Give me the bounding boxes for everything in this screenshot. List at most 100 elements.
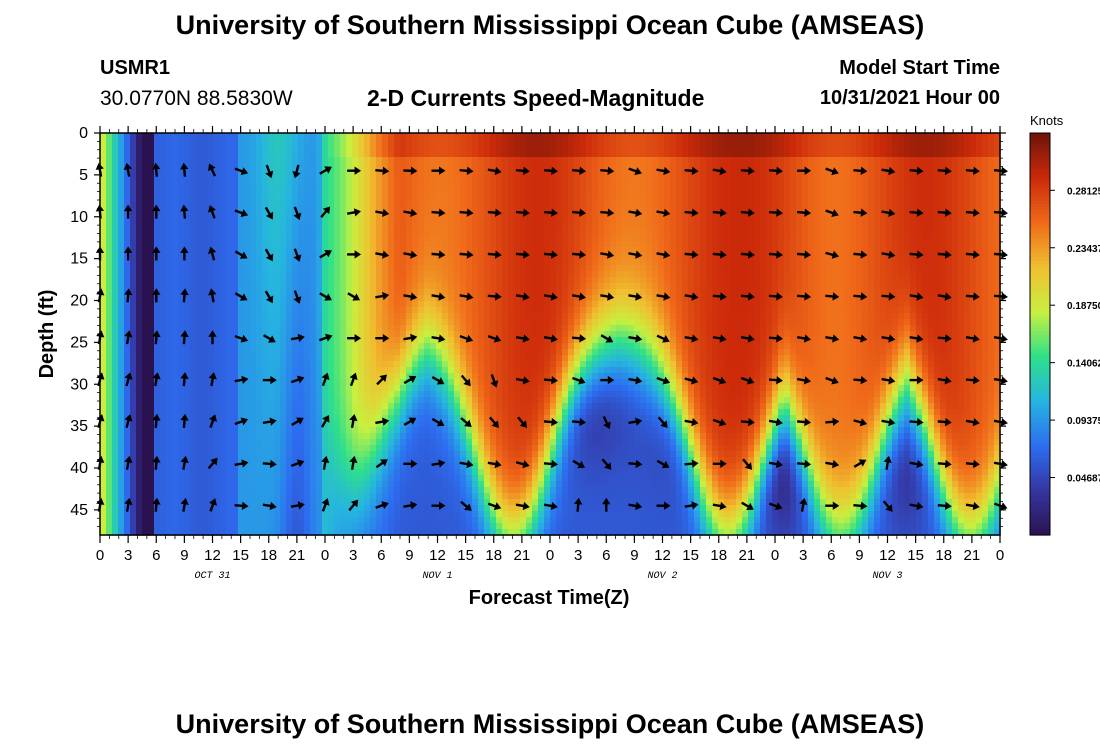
current-arrow xyxy=(515,501,530,511)
current-arrow xyxy=(853,166,868,176)
current-arrow xyxy=(262,459,277,469)
current-arrow xyxy=(684,418,699,427)
day-label: OCT 31 xyxy=(194,571,230,582)
chart-subtitle: 2-D Currents Speed-Magnitude xyxy=(367,85,705,111)
current-arrow xyxy=(264,290,274,304)
current-arrow xyxy=(290,459,305,468)
current-arrow xyxy=(431,459,446,468)
current-arrow xyxy=(515,376,530,385)
current-arrow xyxy=(431,501,446,510)
current-arrow xyxy=(937,334,952,343)
current-arrow xyxy=(262,417,277,426)
current-arrow xyxy=(740,334,755,343)
current-arrow xyxy=(208,330,217,345)
current-arrow xyxy=(403,417,417,426)
current-arrow xyxy=(375,334,390,343)
current-arrow xyxy=(881,292,896,301)
current-arrow xyxy=(487,166,502,176)
current-arrow xyxy=(768,459,783,469)
x-tick-label: 21 xyxy=(739,547,756,564)
current-arrow xyxy=(515,460,530,469)
current-arrow xyxy=(768,376,783,385)
x-tick-label: 9 xyxy=(855,547,863,564)
current-arrow xyxy=(347,292,361,301)
current-arrow xyxy=(684,208,699,217)
current-arrow xyxy=(515,334,530,343)
current-arrow xyxy=(853,501,868,511)
current-arrow xyxy=(797,166,812,175)
current-arrow xyxy=(487,250,502,259)
y-tick-label: 35 xyxy=(70,418,88,435)
current-arrow xyxy=(152,204,161,219)
current-arrow xyxy=(180,372,189,387)
current-arrow xyxy=(712,292,727,301)
current-arrow xyxy=(656,459,670,469)
current-arrow xyxy=(881,250,896,259)
current-arrow xyxy=(656,376,671,385)
current-arrow xyxy=(431,208,446,217)
current-arrow xyxy=(208,205,216,219)
current-arrow xyxy=(768,250,783,259)
current-arrow xyxy=(712,459,727,468)
current-arrow xyxy=(965,459,980,469)
current-arrow xyxy=(572,417,587,427)
y-axis-title: Depth (ft) xyxy=(36,290,58,379)
current-arrow xyxy=(543,250,558,259)
current-arrow xyxy=(628,501,643,511)
current-arrow xyxy=(572,208,587,217)
current-arrow xyxy=(825,376,839,385)
current-arrow xyxy=(684,334,699,343)
current-arrow xyxy=(234,375,249,384)
current-arrow xyxy=(572,334,587,343)
speed-heatmap xyxy=(100,133,1001,536)
current-arrow xyxy=(515,208,530,217)
current-arrow xyxy=(965,334,980,343)
current-arrow xyxy=(909,459,924,469)
current-arrow xyxy=(825,459,840,469)
current-arrow xyxy=(403,250,418,259)
current-arrow xyxy=(264,206,274,220)
page-title-repeat: University of Southern Mississippi Ocean… xyxy=(175,709,925,739)
current-arrow xyxy=(937,250,952,259)
current-arrow xyxy=(123,204,133,219)
current-arrow xyxy=(909,292,924,301)
current-arrow xyxy=(684,166,699,176)
current-arrow xyxy=(459,250,474,259)
current-arrow xyxy=(628,167,642,176)
current-arrow xyxy=(234,167,249,176)
current-arrow xyxy=(180,288,189,303)
colorbar-tick-label: 0.09375 xyxy=(1067,416,1100,427)
current-arrow xyxy=(347,250,362,259)
current-arrow xyxy=(123,246,133,261)
current-arrow xyxy=(180,204,189,219)
current-arrow xyxy=(431,166,446,175)
current-arrow xyxy=(768,334,783,343)
y-tick-label: 25 xyxy=(70,334,88,351)
y-tick-label: 15 xyxy=(70,251,88,268)
current-arrow xyxy=(375,501,389,510)
current-arrow xyxy=(487,334,502,343)
current-arrow xyxy=(600,250,615,259)
current-arrow xyxy=(515,292,530,301)
current-arrow xyxy=(124,330,133,345)
current-arrow xyxy=(993,208,1008,217)
page-title: University of Southern Mississippi Ocean… xyxy=(175,10,925,40)
current-arrow xyxy=(347,166,362,175)
current-arrow xyxy=(684,459,699,468)
current-arrow xyxy=(487,208,502,217)
current-arrow xyxy=(937,292,952,301)
current-arrow xyxy=(600,334,614,343)
current-arrow xyxy=(290,375,305,384)
current-arrow xyxy=(881,334,896,343)
current-arrow xyxy=(825,209,839,218)
current-arrow xyxy=(853,459,867,468)
current-arrow xyxy=(290,501,305,510)
current-arrow xyxy=(347,334,362,343)
current-arrow xyxy=(768,418,783,427)
current-arrow xyxy=(656,250,671,259)
current-arrow xyxy=(234,250,248,259)
current-arrow xyxy=(208,372,217,387)
current-arrow xyxy=(431,292,446,301)
current-arrow xyxy=(993,292,1008,301)
current-arrow xyxy=(965,292,980,301)
